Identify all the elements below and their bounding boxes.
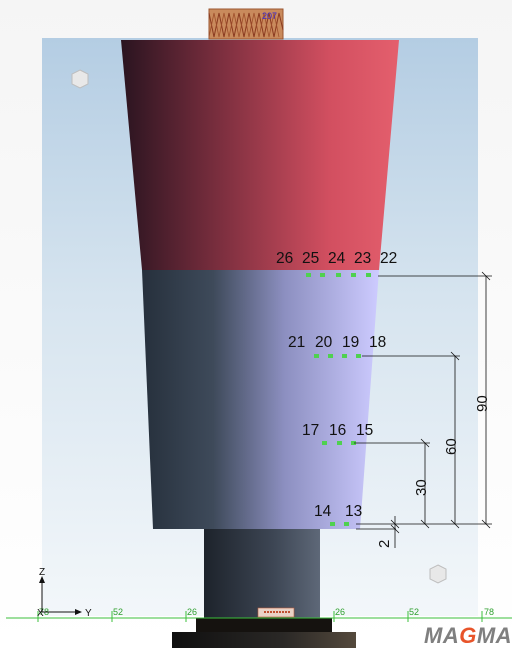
- sensor-dot: [351, 273, 356, 277]
- dimension-label-30: 30: [413, 479, 430, 496]
- axis-tick-label: 52: [409, 607, 419, 617]
- axis-z-label: Z: [39, 567, 45, 578]
- sensor-label: 20: [315, 334, 333, 351]
- sensor-label: 18: [369, 334, 386, 351]
- sensor-label: 19: [342, 334, 359, 351]
- sensor-label: 15: [356, 422, 373, 439]
- dimension-label-60: 60: [443, 438, 460, 455]
- sensor-dot: [356, 354, 361, 358]
- casting-body[interactable]: [142, 270, 379, 529]
- axis-x-label: X: [37, 608, 44, 619]
- axis-tick-label: 26: [335, 607, 345, 617]
- sensor-dot: [342, 354, 347, 358]
- sensor-label: 22: [380, 250, 397, 267]
- sensor-label: 21: [288, 334, 305, 351]
- sensor-label: 24: [328, 250, 346, 267]
- sensor-dot: [330, 522, 335, 526]
- sensor-dot: [314, 354, 319, 358]
- base-plate: [172, 632, 356, 648]
- sensor-dot: [328, 354, 333, 358]
- base-collar: [196, 618, 332, 634]
- axis-y-label: Y: [85, 608, 92, 619]
- sensor-dot: [306, 273, 311, 277]
- hex-marker-icon: [430, 565, 446, 583]
- axis-tick-label: 78: [484, 607, 494, 617]
- casting-neck: [204, 529, 320, 620]
- axis-tick-label: 52: [113, 607, 123, 617]
- sensor-label: 26: [276, 250, 293, 267]
- dimension-label-90: 90: [474, 395, 491, 412]
- sensor-label: 25: [302, 250, 319, 267]
- sensor-dot: [320, 273, 325, 277]
- feeder-body[interactable]: [121, 40, 399, 270]
- top-label: 207: [262, 11, 277, 21]
- sensor-dot: [337, 441, 342, 445]
- sensor-label: 13: [345, 503, 362, 520]
- dimension-label-2: 2: [376, 540, 393, 548]
- sensor-label: 16: [329, 422, 346, 439]
- sensor-label: 14: [314, 503, 332, 520]
- sensor-dot: [344, 522, 349, 526]
- sensor-label: 17: [302, 422, 319, 439]
- hex-marker-icon: [72, 70, 88, 88]
- sensor-dot: [322, 441, 327, 445]
- axis-tick-label: 26: [187, 607, 197, 617]
- brand-logo: MAGMA: [424, 623, 512, 648]
- sensor-dot: [336, 273, 341, 277]
- sensor-dot: [366, 273, 371, 277]
- sensor-label: 23: [354, 250, 371, 267]
